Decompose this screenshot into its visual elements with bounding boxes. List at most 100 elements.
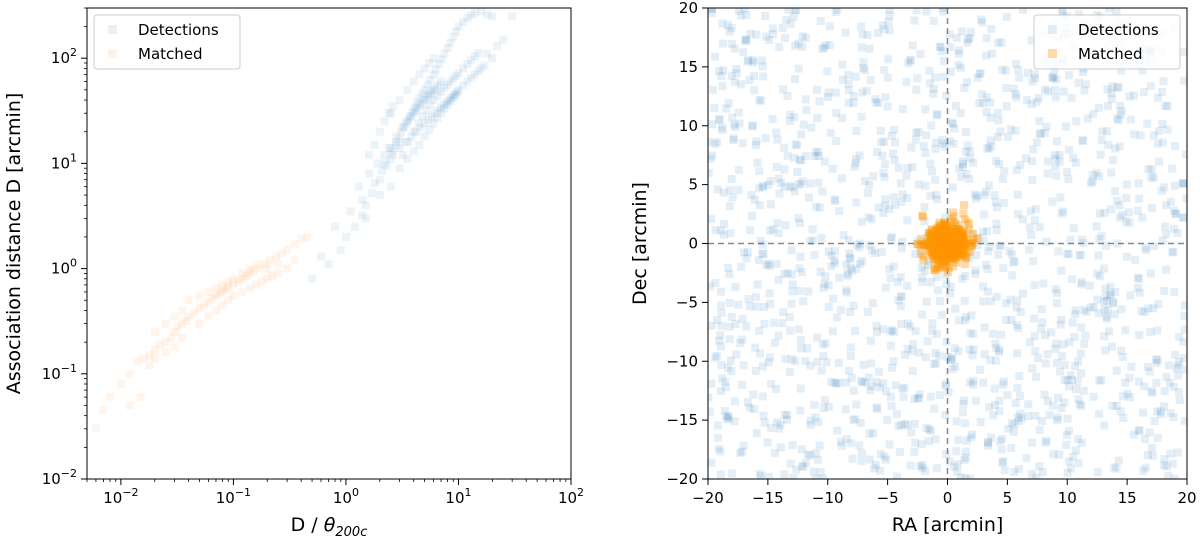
- right-point-matched-46: [928, 226, 936, 235]
- left-series-matched: [91, 232, 311, 433]
- right-point-matched-68: [952, 227, 961, 236]
- right-point-detections-343: [1067, 464, 1075, 473]
- right-point-detections-522: [1069, 452, 1078, 461]
- left-point-detections-2: [336, 246, 345, 255]
- right-point-detections-1209: [781, 34, 790, 42]
- right-point-detections-432: [950, 463, 959, 472]
- right-point-matched-335: [936, 235, 945, 244]
- right-point-detections-713: [832, 379, 841, 388]
- left-point-detections-66: [384, 144, 393, 152]
- left-point-matched-34: [260, 260, 269, 269]
- right-point-detections-688: [708, 169, 713, 178]
- right-point-detections-1152: [961, 128, 970, 136]
- right-point-detections-880: [760, 319, 769, 328]
- right-point-detections-575: [1154, 300, 1163, 309]
- right-point-matched-225: [940, 232, 949, 241]
- right-point-detections-120: [1170, 474, 1179, 479]
- right-point-detections-1255: [961, 147, 970, 156]
- right-point-detections-1112: [1009, 258, 1018, 267]
- right-point-matched-495: [943, 239, 952, 248]
- right-point-detections-810: [1069, 154, 1078, 162]
- right-point-detections-1205: [1110, 463, 1119, 472]
- right-point-detections-960: [813, 455, 822, 464]
- right-point-matched-374: [940, 219, 949, 228]
- right-point-detections-1200: [1028, 176, 1037, 185]
- right-point-matched-272: [944, 233, 953, 242]
- right-point-detections-551: [859, 64, 867, 73]
- right-point-matched-28: [933, 265, 942, 274]
- right-point-matched-332: [940, 230, 949, 239]
- right-point-detections-47: [1029, 145, 1038, 154]
- right-point-matched-435: [953, 226, 962, 235]
- right-point-detections-722: [1013, 296, 1022, 305]
- right-point-detections-5: [1170, 224, 1178, 233]
- left-point-detections-22: [413, 98, 422, 107]
- right-point-matched-253: [949, 242, 958, 251]
- right-point-detections-1298: [1074, 395, 1083, 404]
- right-point-detections-940: [830, 195, 839, 204]
- right-point-detections-906: [721, 383, 730, 392]
- right-point-detections-439: [952, 417, 961, 426]
- left-point-matched-0: [91, 424, 100, 433]
- right-point-detections-671: [773, 418, 782, 427]
- right-point-detections-86: [973, 192, 982, 201]
- right-point-detections-813: [933, 110, 942, 119]
- right-point-matched-33: [935, 224, 944, 233]
- right-point-detections-288: [794, 64, 803, 73]
- left-point-detections-119: [437, 77, 445, 86]
- right-point-detections-841: [996, 127, 1005, 136]
- right-point-detections-188: [974, 233, 983, 242]
- right-point-detections-377: [922, 297, 931, 306]
- right-point-matched-413: [947, 233, 956, 242]
- right-point-detections-943: [720, 230, 728, 239]
- right-point-detections-869: [952, 467, 961, 476]
- left-point-matched-39: [290, 240, 299, 249]
- right-point-matched-262: [960, 241, 969, 250]
- right-point-detections-1359: [857, 457, 866, 466]
- right-point-matched-26: [956, 235, 965, 244]
- left-point-detections-107: [449, 91, 458, 100]
- right-point-detections-1022: [966, 28, 975, 37]
- right-point-detections-917: [1112, 464, 1121, 473]
- right-point-detections-470: [866, 386, 875, 395]
- right-point-detections-106: [976, 69, 985, 78]
- left-point-detections-116: [427, 87, 436, 96]
- right-point-detections-38: [803, 344, 812, 353]
- right-point-matched-396: [938, 249, 947, 258]
- right-point-detections-1241: [817, 366, 826, 375]
- right-point-matched-156: [941, 232, 950, 240]
- right-point-detections-171: [1054, 413, 1062, 422]
- right-point-matched-110: [955, 243, 964, 252]
- right-point-detections-1202: [981, 260, 990, 269]
- right-point-detections-448: [1047, 328, 1056, 337]
- right-point-detections-518: [903, 216, 912, 225]
- right-point-detections-955: [1116, 407, 1125, 416]
- left-point-detections-104: [442, 98, 451, 107]
- left-point-detections-105: [444, 96, 453, 105]
- right-point-detections-254: [739, 48, 748, 57]
- right-point-detections-261: [839, 231, 848, 240]
- right-point-matched-333: [951, 219, 960, 228]
- right-point-detections-873: [750, 86, 759, 95]
- right-point-detections-878: [903, 281, 912, 290]
- right-point-matched-52: [944, 223, 953, 232]
- right-point-detections-580: [966, 328, 975, 337]
- right-point-detections-204: [1043, 397, 1052, 406]
- left-point-detections-83: [429, 54, 438, 63]
- right-point-detections-689: [812, 202, 821, 211]
- right-point-detections-697: [888, 149, 897, 158]
- left-y-tick-label-4: 102: [51, 46, 77, 67]
- right-point-detections-49: [954, 316, 963, 325]
- right-point-detections-1267: [901, 350, 910, 359]
- right-point-matched-1: [957, 232, 966, 241]
- right-point-detections-262: [984, 441, 993, 450]
- left-point-detections-74: [426, 89, 435, 98]
- right-point-matched-310: [924, 241, 933, 250]
- right-point-detections-1388: [1043, 350, 1052, 358]
- right-point-detections-355: [924, 260, 933, 269]
- right-point-detections-578: [987, 142, 996, 151]
- right-point-detections-909: [975, 99, 984, 108]
- right-point-matched-488: [950, 234, 959, 243]
- right-point-matched-258: [952, 225, 961, 233]
- right-point-matched-61: [964, 225, 973, 234]
